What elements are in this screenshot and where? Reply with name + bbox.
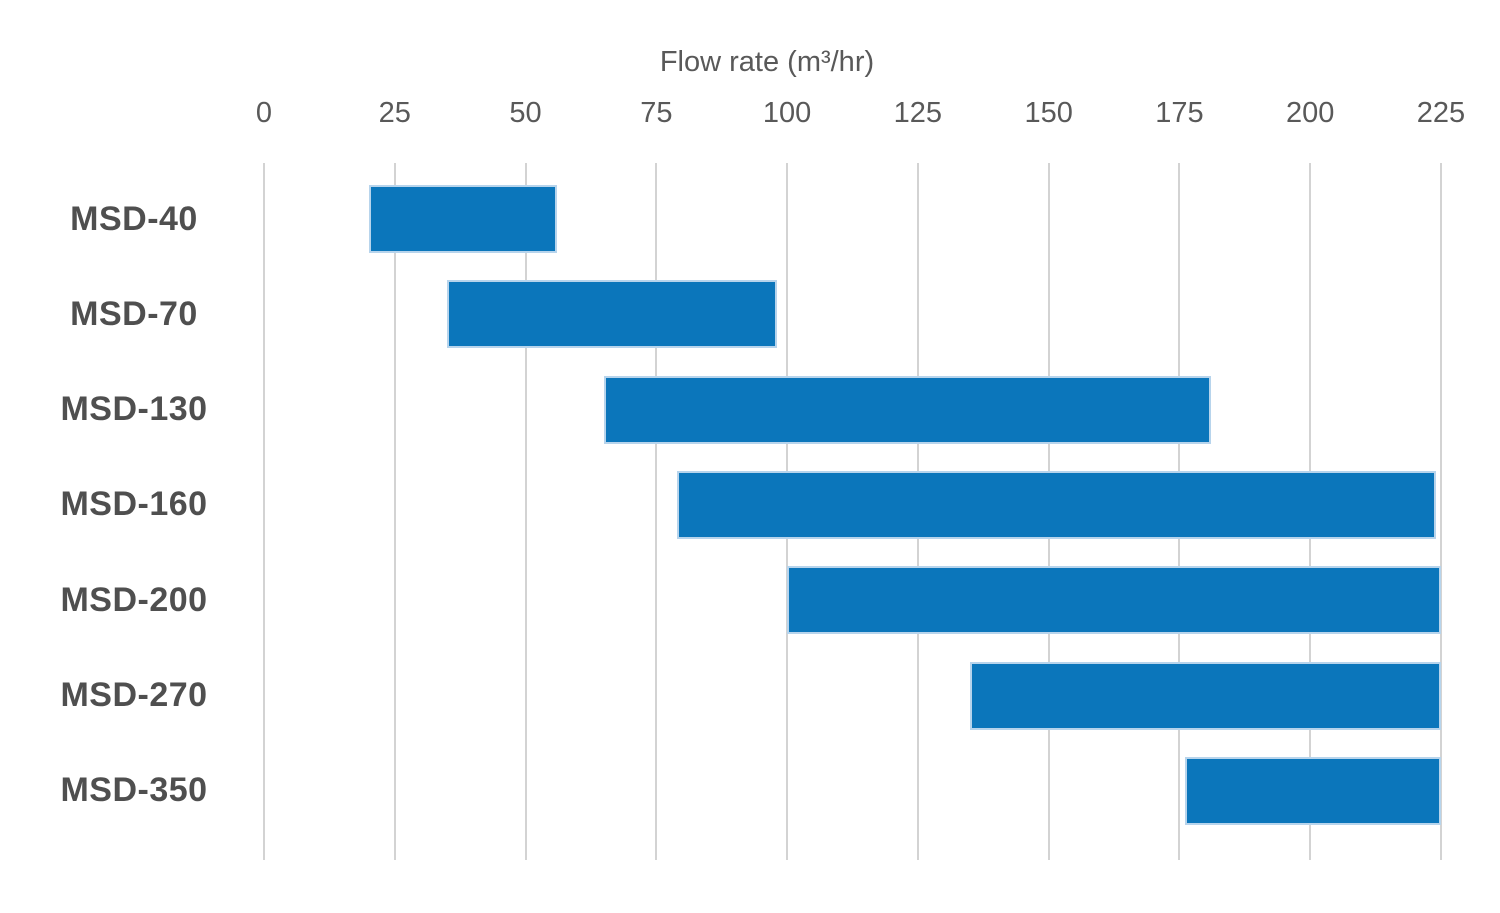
x-tick-label-175: 175 [1155,97,1204,129]
chart-title: Flow rate (m³/hr) [659,46,875,78]
x-tick-label-125: 125 [893,97,943,129]
gridline-75 [655,163,658,860]
bar-msd-270 [970,661,1441,730]
gridline-225 [1440,163,1442,860]
x-tick-label-75: 75 [640,97,673,129]
bar-msd-200 [787,566,1441,635]
x-tick-label-100: 100 [762,97,812,129]
x-tick-label-50: 50 [509,97,542,129]
category-label-msd-350: MSD-350 [60,771,208,810]
x-tick-label-225: 225 [1416,97,1466,129]
bar-msd-130 [604,375,1211,444]
category-label-msd-70: MSD-70 [70,294,198,333]
x-tick-label-200: 200 [1286,97,1335,129]
gridline-50 [524,163,527,860]
bar-msd-70 [447,280,777,349]
category-label-msd-130: MSD-130 [60,390,208,429]
gridline-0 [263,163,265,860]
bar-msd-40 [368,185,557,253]
x-tick-label-0: 0 [255,97,273,129]
gridline-25 [393,163,396,860]
bar-msd-160 [677,470,1436,539]
x-tick-label-150: 150 [1024,97,1073,129]
bar-msd-350 [1184,756,1441,825]
x-tick-label-25: 25 [378,97,411,129]
category-label-msd-40: MSD-40 [70,199,198,238]
category-label-msd-200: MSD-200 [60,580,208,619]
category-label-msd-160: MSD-160 [60,485,208,524]
category-label-msd-270: MSD-270 [60,676,208,714]
